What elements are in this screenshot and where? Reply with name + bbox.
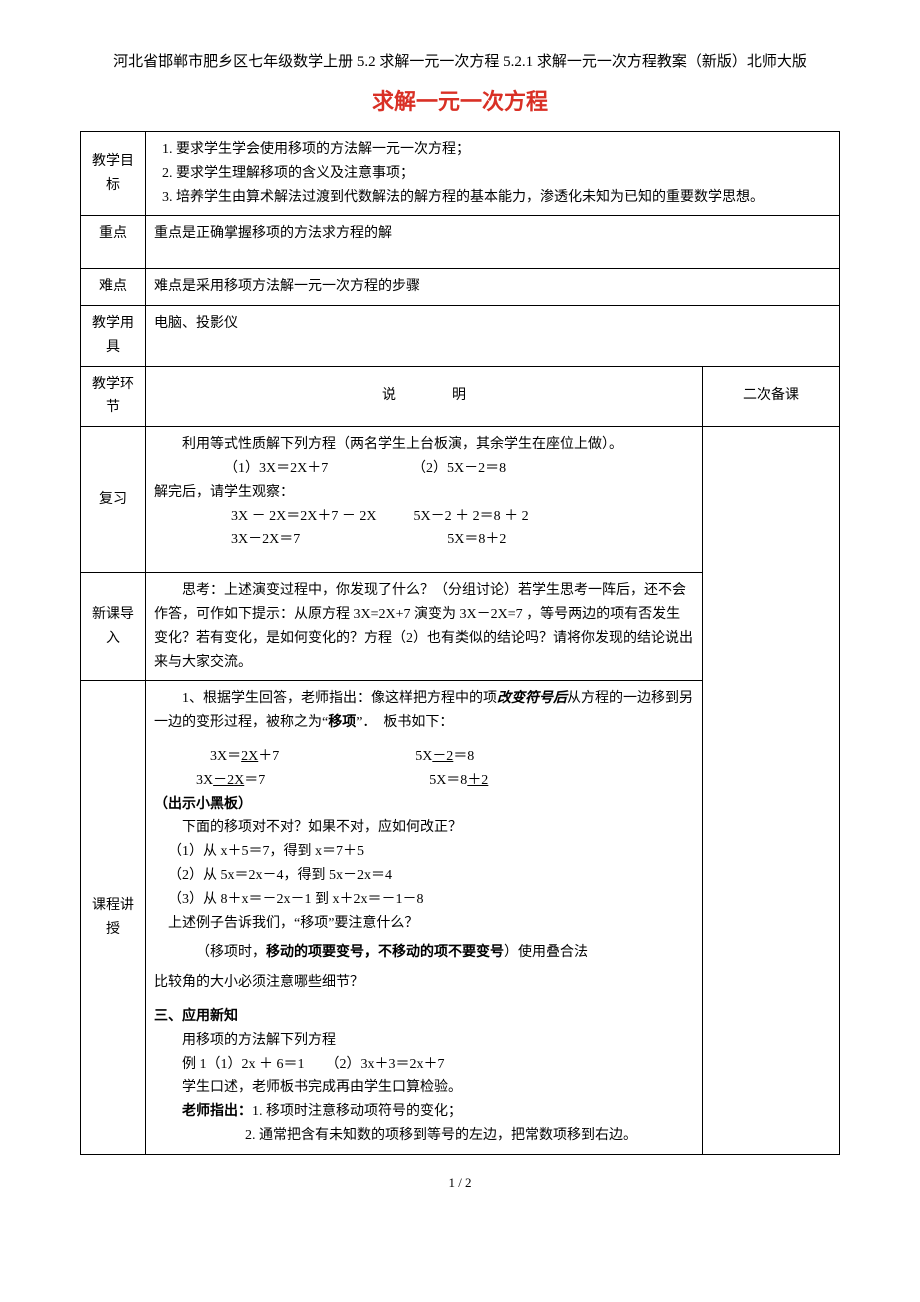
lecture-app1: 用移项的方法解下列方程 [154, 1029, 694, 1053]
lecture-ans1: （移项时，移动的项要变号，不移动的项不要变号）使用叠合法 [154, 941, 694, 965]
lecture-p1: 1、根据学生回答，老师指出：像这样把方程中的项改变符号后从方程的一边移到另一边的… [154, 687, 694, 735]
lecture-li1: （1）从 x＋5＝7，得到 x＝7＋5 [154, 840, 694, 864]
lecture-p1d: 移项 [328, 715, 356, 730]
cell-annot-empty [703, 427, 840, 1155]
lecture-li3: （3）从 8＋x＝－2x－1 到 x＋2x＝－1－8 [154, 888, 694, 912]
lecture-app4: 老师指出：1. 移项时注意移动项符号的变化； [154, 1100, 694, 1124]
row-review: 复习 利用等式性质解下列方程（两名学生上台板演，其余学生在座位上做）。 （1）3… [81, 427, 840, 573]
lecture-small-board: （出示小黑板） [154, 793, 694, 817]
label-annot: 二次备课 [703, 366, 840, 427]
label-intro: 新课导入 [81, 573, 146, 681]
label-goal: 教学目标 [81, 132, 146, 216]
lecture-p1a: 1、根据学生回答，老师指出：像这样把方程中的项 [182, 691, 497, 706]
intro-paragraph: 思考：上述演变过程中，你发现了什么？（分组讨论）若学生思考一阵后，还不会作答，可… [154, 579, 694, 674]
label-lecture: 课程讲授 [81, 681, 146, 1154]
lecture-li2: （2）从 5x＝2x－4，得到 5x－2x＝4 [154, 864, 694, 888]
row-difficulty: 难点 难点是采用移项方法解一元一次方程的步骤 [81, 269, 840, 306]
goal-item-2: 要求学生理解移项的含义及注意事项； [176, 162, 831, 186]
goal-item-3: 培养学生由算术解法过渡到代数解法的解方程的基本能力，渗透化未知为已知的重要数学思… [176, 186, 831, 210]
breadcrumb: 河北省邯郸市肥乡区七年级数学上册 5.2 求解一元一次方程 5.2.1 求解一元… [80, 50, 840, 74]
label-segment: 教学环节 [81, 366, 146, 427]
lecture-h3: 三、应用新知 [154, 1005, 694, 1029]
row-tools: 教学用具 电脑、投影仪 [81, 305, 840, 366]
cell-keypoint: 重点是正确掌握移项的方法求方程的解 [146, 216, 840, 269]
lecture-eqB1: 3X－2X＝7 [154, 769, 359, 793]
label-difficulty: 难点 [81, 269, 146, 306]
review-line-1: 利用等式性质解下列方程（两名学生上台板演，其余学生在座位上做）。 [154, 433, 694, 457]
review-line-2: 解完后，请学生观察： [154, 481, 694, 505]
lecture-app5: 2. 通常把含有未知数的项移到等号的左边，把常数项移到右边。 [154, 1124, 694, 1148]
page-footer: 1 / 2 [80, 1175, 840, 1191]
label-tools: 教学用具 [81, 305, 146, 366]
review-eq-3b: 5X－2 ＋ 2＝8 ＋ 2 [413, 509, 528, 524]
lecture-p1e: ”． 板书如下： [356, 715, 453, 730]
lecture-ans2: 比较角的大小必须注意哪些细节？ [154, 971, 694, 995]
cell-lecture: 1、根据学生回答，老师指出：像这样把方程中的项改变符号后从方程的一边移到另一边的… [146, 681, 703, 1154]
page-title: 求解一元一次方程 [80, 84, 840, 116]
cell-goal: 要求学生学会使用移项的方法解一元一次方程； 要求学生理解移项的含义及注意事项； … [146, 132, 840, 216]
row-keypoint: 重点 重点是正确掌握移项的方法求方程的解 [81, 216, 840, 269]
lecture-q2: 上述例子告诉我们，“移项”要注意什么？ [154, 912, 694, 936]
goal-item-1: 要求学生学会使用移项的方法解一元一次方程； [176, 138, 831, 162]
review-eq-1a: （1）3X＝2X＋7 [154, 457, 370, 481]
lecture-eqA2: 5X－2＝8 [359, 745, 694, 769]
lesson-plan-table: 教学目标 要求学生学会使用移项的方法解一元一次方程； 要求学生理解移项的含义及注… [80, 131, 840, 1155]
cell-intro: 思考：上述演变过程中，你发现了什么？（分组讨论）若学生思考一阵后，还不会作答，可… [146, 573, 703, 681]
row-goal: 教学目标 要求学生学会使用移项的方法解一元一次方程； 要求学生理解移项的含义及注… [81, 132, 840, 216]
lecture-q1: 下面的移项对不对？如果不对，应如何改正？ [154, 816, 694, 840]
label-keypoint: 重点 [81, 216, 146, 269]
label-review: 复习 [81, 427, 146, 573]
review-eq-4a: 3X－2X＝7 [231, 532, 300, 547]
lecture-app3: 学生口述，老师板书完成再由学生口算检验。 [154, 1076, 694, 1100]
cell-review: 利用等式性质解下列方程（两名学生上台板演，其余学生在座位上做）。 （1）3X＝2… [146, 427, 703, 573]
review-eq-3a: 3X － 2X＝2X＋7 － 2X [231, 509, 376, 524]
lecture-eqB2: 5X＝8＋2 [359, 769, 694, 793]
label-explain: 说 明 [146, 366, 703, 427]
cell-tools: 电脑、投影仪 [146, 305, 840, 366]
lecture-eqA1: 3X＝2X＋7 [154, 745, 359, 769]
review-eq-1b: （2）5X－2＝8 [370, 457, 694, 481]
lecture-app2: 例 1（1）2x ＋ 6＝1 （2）3x＋3＝2x＋7 [154, 1053, 694, 1077]
cell-difficulty: 难点是采用移项方法解一元一次方程的步骤 [146, 269, 840, 306]
row-segment-header: 教学环节 说 明 二次备课 [81, 366, 840, 427]
lecture-p1b: 改变符号后 [497, 691, 567, 706]
review-eq-4b: 5X＝8＋2 [447, 532, 506, 547]
